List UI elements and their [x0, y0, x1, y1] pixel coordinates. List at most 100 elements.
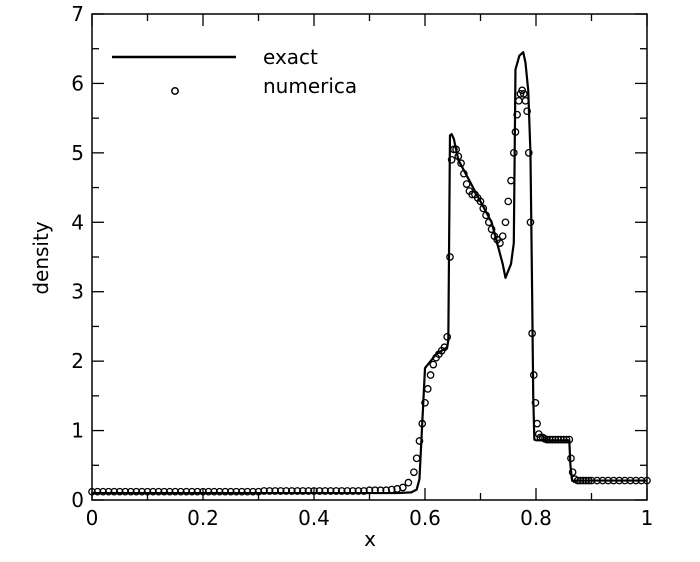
series-numerica-point [321, 487, 329, 495]
series-numerica-point [337, 487, 346, 495]
series-numerica-point [204, 487, 213, 496]
series-numerica-point [232, 487, 241, 496]
series-numerica-point [110, 487, 119, 496]
series-numerica-point [559, 435, 568, 444]
series-numerica-point [498, 232, 507, 241]
series-numerica-point [565, 435, 574, 444]
series-numerica-point [104, 487, 113, 496]
x-tick-label: 1 [641, 506, 654, 530]
series-numerica-point [210, 487, 218, 496]
series-numerica-point [501, 218, 510, 227]
series-numerica-point [615, 476, 624, 485]
x-tick-label: 0.4 [298, 506, 330, 530]
series-numerica-point [526, 218, 535, 227]
series-numerica-point [531, 398, 540, 407]
series-numerica-point [567, 454, 575, 463]
series-numerica-point [143, 487, 152, 496]
series-numerica-point [371, 486, 379, 495]
series-numerica-point [637, 476, 646, 485]
series-numerica-point [443, 332, 452, 341]
series-numerica-point [579, 476, 588, 485]
series-numerica-point [543, 435, 551, 444]
series-numerica-point [315, 487, 324, 495]
series-numerica-point [523, 107, 531, 116]
series-numerica-point [462, 180, 471, 188]
series-numerica-point [576, 476, 585, 485]
series-numerica-point [348, 487, 357, 495]
series-numerica-point [149, 487, 157, 496]
series-numerica-point [620, 476, 629, 485]
series-numerica-point [127, 487, 135, 496]
series-numerica-point [88, 487, 96, 496]
series-numerica-point [513, 110, 521, 119]
series-numerica-point [421, 398, 429, 407]
series-numerica-point [382, 486, 390, 495]
series-numerica-point [450, 145, 458, 154]
legend-exact-label: exact [263, 45, 318, 69]
series-numerica-point [604, 476, 613, 485]
series-numerica-point [415, 437, 424, 445]
series-numerica-point [99, 487, 107, 496]
series-numerica-point [504, 197, 513, 206]
y-tick-label: 3 [71, 280, 84, 304]
axis-tick-labels: 0 0.2 0.4 0.6 0.8 1 0 1 2 3 4 5 6 7 [71, 2, 653, 530]
series-numerica-point [404, 478, 413, 487]
series-numerica-point [332, 487, 341, 495]
series-numerica-point [533, 419, 541, 428]
series-numerica-point [584, 476, 593, 485]
series-numerica-point [226, 487, 235, 496]
series-numerica-point [365, 486, 374, 495]
series-numerica-point [609, 476, 618, 485]
series-numerica-point [171, 487, 180, 496]
y-tick-label: 4 [71, 210, 84, 234]
series-numerica-point [188, 487, 196, 496]
x-tick-label: 0 [86, 506, 99, 530]
series-numerica-point [551, 435, 560, 444]
series-numerica-point [452, 145, 460, 154]
series-numerica-point [582, 476, 590, 485]
series-layer [88, 51, 651, 496]
series-numerica-point [398, 483, 407, 492]
y-tick-label: 6 [71, 71, 84, 95]
series-numerica-point [548, 435, 557, 444]
series-numerica-point [254, 487, 263, 496]
series-numerica-point [282, 487, 291, 495]
series-numerica-point [484, 218, 493, 227]
series-numerica-point [554, 435, 563, 444]
series-numerica-point [457, 159, 465, 168]
series-numerica-point [514, 96, 523, 105]
series-numerica-point [193, 487, 202, 496]
series-numerica-point [562, 435, 571, 444]
series-numerica-point [423, 385, 432, 393]
series-numerica-point [299, 487, 307, 495]
series-numerica-point [521, 96, 530, 105]
series-numerica-point [643, 476, 651, 485]
series-numerica-point [528, 329, 536, 338]
series-numerica-point [243, 487, 252, 496]
series-numerica-point [138, 487, 146, 496]
series-numerica-point [310, 487, 318, 495]
series-numerica-point [410, 468, 418, 477]
series-numerica-point [376, 486, 385, 495]
series-numerica-point [454, 152, 463, 161]
series-numerica-point [412, 454, 421, 463]
series-numerica-point [626, 476, 635, 485]
series-numerica-point [482, 211, 490, 220]
series-numerica-point [115, 487, 124, 496]
series-exact-line [92, 51, 647, 495]
series-numerica-point [529, 371, 538, 379]
series-numerica-point [354, 487, 363, 495]
series-numerica-point [468, 190, 477, 199]
legend-numerica-label: numerica [263, 74, 357, 98]
series-numerica-point [447, 155, 456, 164]
series-numerica-point [304, 487, 313, 495]
series-numerica-point [440, 343, 449, 352]
y-tick-label: 1 [71, 419, 84, 443]
series-numerica-point [536, 433, 545, 442]
y-tick-label: 2 [71, 349, 84, 373]
y-tick-label: 7 [71, 2, 84, 26]
series-numerica-point [176, 487, 185, 496]
series-numerica-point [598, 476, 607, 485]
series-numerica-point [487, 225, 496, 234]
